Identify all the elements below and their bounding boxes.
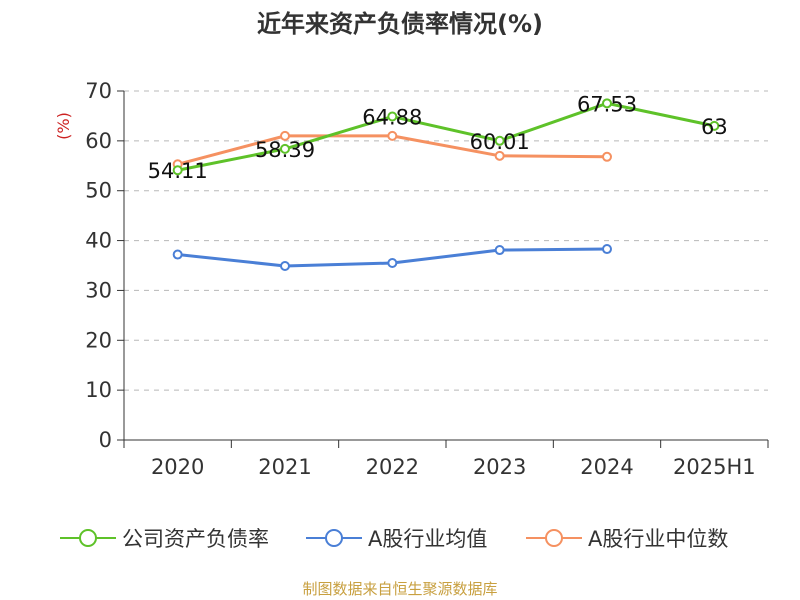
x-tick-label: 2024 (580, 455, 633, 479)
x-tick-label: 2021 (258, 455, 311, 479)
legend-label: A股行业均值 (368, 527, 488, 551)
data-point[interactable] (602, 244, 612, 255)
y-tick-label: 0 (99, 428, 112, 452)
legend-marker (306, 529, 362, 547)
legend-item-industry-median[interactable]: A股行业中位数 (526, 520, 728, 556)
series-line (177, 101, 715, 172)
label-layer: 54.11 58.39 64.88 60.01 67.53 63 (148, 92, 728, 183)
data-point[interactable] (387, 258, 398, 269)
data-point[interactable] (494, 245, 505, 256)
x-tick-label: 2022 (366, 455, 419, 479)
legend-label: A股行业中位数 (588, 527, 729, 551)
data-point[interactable] (709, 120, 720, 131)
y-tick-label: 40 (85, 229, 112, 253)
data-point[interactable] (172, 249, 183, 260)
legend-item-industry-mean[interactable]: A股行业均值 (306, 520, 487, 556)
y-tick-label: 50 (85, 179, 112, 203)
legend: 公司资产负债率 A股行业均值 A股行业中位数 (0, 520, 800, 556)
legend-label: 公司资产负债率 (122, 527, 269, 551)
data-point[interactable] (494, 135, 505, 146)
x-tick-label: 2025H1 (673, 455, 756, 479)
legend-marker (526, 529, 582, 547)
data-label: 64.88 (362, 106, 422, 130)
series-layer (172, 98, 720, 271)
data-point[interactable] (602, 151, 612, 162)
axis-layer: 0 10 20 30 40 50 60 70 (%) 2020 2021 2022 2023 2024 20… (54, 79, 769, 479)
y-tick-label: 20 (85, 328, 112, 352)
data-point[interactable] (280, 143, 290, 154)
data-point[interactable] (280, 260, 290, 271)
data-source-note: 制图数据来自恒生聚源数据库 (302, 580, 498, 598)
data-label: 54.11 (148, 159, 208, 183)
y-tick-label: 10 (85, 378, 112, 402)
data-label: 58.39 (255, 138, 315, 162)
x-tick-label: 2020 (151, 455, 204, 479)
y-tick-label: 30 (85, 278, 112, 302)
data-point[interactable] (387, 130, 398, 141)
chart-title: 近年来资产负债率情况(%) (257, 10, 543, 38)
data-point[interactable] (494, 150, 505, 161)
data-point[interactable] (172, 165, 183, 176)
data-label: 63 (701, 115, 728, 139)
legend-marker (60, 529, 116, 547)
data-point[interactable] (387, 111, 398, 122)
data-label: 60.01 (470, 130, 530, 154)
data-label: 67.53 (577, 92, 637, 116)
x-tick-label: 2023 (473, 455, 526, 479)
data-point[interactable] (280, 130, 290, 141)
y-tick-label: 70 (85, 79, 112, 103)
y-axis-label: (%) (54, 112, 73, 140)
data-point[interactable] (602, 98, 612, 109)
grid-layer (124, 90, 768, 391)
legend-item-company[interactable]: 公司资产负债率 (60, 520, 269, 556)
y-tick-label: 60 (85, 129, 112, 153)
